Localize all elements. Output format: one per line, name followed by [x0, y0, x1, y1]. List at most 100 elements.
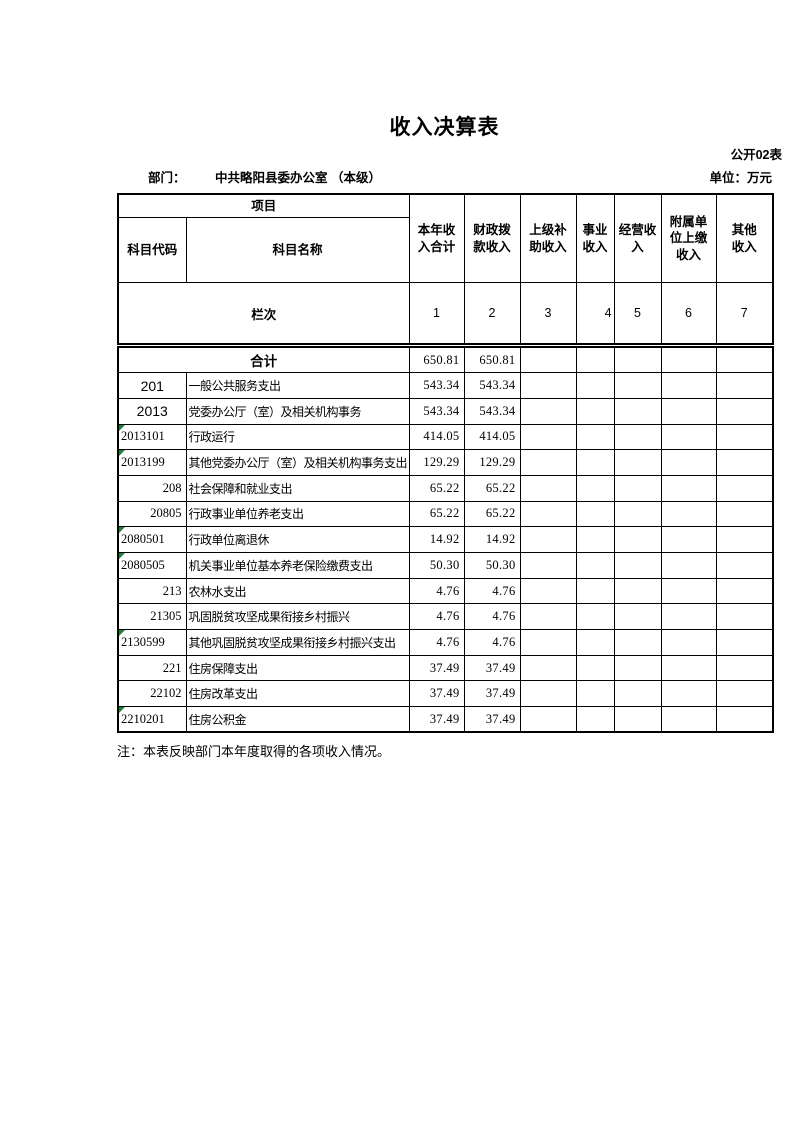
cell-value	[660, 500, 717, 528]
cell-value: 4.76	[463, 629, 521, 656]
column-header-total-income: 本年收入合计	[408, 193, 465, 283]
cell-value: 129.29	[463, 449, 521, 476]
cell-code: 2080501	[117, 526, 187, 553]
cell-value	[613, 654, 662, 682]
column-header-other-income: 其他收入	[715, 193, 774, 283]
cell-value: 543.34	[408, 372, 465, 399]
cell-code: 201	[117, 372, 187, 399]
cell-value: 4.76	[463, 577, 521, 605]
green-corner-flag-icon	[119, 553, 125, 559]
cell-value	[660, 552, 717, 579]
cell-value: 65.22	[408, 474, 465, 502]
cell-value	[715, 629, 774, 656]
cell-code: 20805	[117, 500, 187, 528]
cell-value	[519, 552, 577, 579]
cell-value	[613, 423, 662, 451]
cell-value	[660, 474, 717, 502]
cell-value: 37.49	[408, 706, 465, 733]
cell-value	[575, 474, 615, 502]
cell-value	[519, 474, 577, 502]
table-row: 2210201 住房公积金 37.49 37.49	[117, 706, 774, 733]
cell-value	[613, 706, 662, 733]
cell-value	[660, 680, 717, 708]
cell-value: 650.81	[408, 346, 465, 374]
cell-value	[575, 577, 615, 605]
cell-value	[715, 654, 774, 682]
cell-value: 50.30	[408, 552, 465, 579]
footnote: 注：本表反映部门本年度取得的各项收入情况。	[117, 744, 391, 759]
green-corner-flag-icon	[119, 707, 125, 714]
cell-value	[575, 449, 615, 476]
green-corner-flag-icon	[119, 425, 125, 431]
cell-value: 543.34	[408, 397, 465, 425]
cell-value: 414.05	[408, 423, 465, 451]
table-row: 2013 党委办公厅（室）及相关机构事务 543.34 543.34	[117, 397, 774, 425]
cell-value	[519, 423, 577, 451]
department-value: 中共略阳县委办公室 （本级）	[215, 171, 381, 185]
cell-value	[575, 423, 615, 451]
income-table-body: 合计 650.81 650.81 201 一般公共服务支出 543.34 543.34 201…	[117, 346, 774, 734]
cell-code: 2080505	[117, 552, 187, 579]
cell-value	[519, 629, 577, 656]
cell-value	[575, 526, 615, 553]
cell-value	[519, 500, 577, 528]
cell-code: 21305	[117, 603, 187, 631]
cell-value	[613, 449, 662, 476]
cell-value	[613, 577, 662, 605]
cell-value: 37.49	[463, 680, 521, 708]
cell-value	[519, 372, 577, 399]
cell-value	[715, 552, 774, 579]
cell-name: 社会保障和就业支出	[185, 474, 410, 502]
cell-value: 4.76	[408, 629, 465, 656]
cell-value	[575, 654, 615, 682]
cell-value	[519, 654, 577, 682]
table-row: 21305 巩固脱贫攻坚成果衔接乡村振兴 4.76 4.76	[117, 603, 774, 631]
cell-value	[715, 372, 774, 399]
cell-value: 4.76	[408, 603, 465, 631]
cell-value: 50.30	[463, 552, 521, 579]
cell-value: 543.34	[463, 372, 521, 399]
cell-value: 65.22	[463, 474, 521, 502]
income-table-header: 项目 本年收入合计 财政拨款收入 上级补助收入 事业收入 经营收入 附属单位上缴…	[117, 193, 775, 345]
cell-value	[715, 449, 774, 476]
column-header-superior-subsidy: 上级补助收入	[519, 193, 577, 283]
cell-value	[519, 397, 577, 425]
cell-name: 巩固脱贫攻坚成果衔接乡村振兴	[185, 603, 410, 631]
table-row: 2130599 其他巩固脱贫攻坚成果衔接乡村振兴支出 4.76 4.76	[117, 629, 774, 656]
cell-value	[613, 372, 662, 399]
cell-value	[519, 449, 577, 476]
table-row: 221 住房保障支出 37.49 37.49	[117, 654, 774, 682]
cell-value	[613, 526, 662, 553]
green-corner-flag-icon	[119, 450, 125, 457]
table-row: 2013101 行政运行 414.05 414.05	[117, 423, 774, 451]
table-row: 20805 行政事业单位养老支出 65.22 65.22	[117, 500, 774, 528]
cell-name: 其他党委办公厅（室）及相关机构事务支出	[185, 449, 410, 476]
document-page: 收入决算表 公开02表 部门： 中共略阳县委办公室 （本级） 单位：万元 项目 …	[117, 0, 782, 1122]
cell-name: 机关事业单位基本养老保险缴费支出	[185, 552, 410, 579]
table-row: 2080501 行政单位离退休 14.92 14.92	[117, 526, 774, 553]
lane-number-5: 5	[613, 282, 662, 345]
cell-value: 37.49	[463, 706, 521, 733]
table-row: 208 社会保障和就业支出 65.22 65.22	[117, 474, 774, 502]
cell-value	[660, 397, 717, 425]
cell-value	[715, 346, 774, 374]
cell-value	[715, 680, 774, 708]
cell-value: 37.49	[408, 680, 465, 708]
cell-value	[660, 629, 717, 656]
column-header-business-income: 事业收入	[575, 193, 615, 283]
cell-value	[575, 397, 615, 425]
table-row-total: 合计 650.81 650.81	[117, 346, 774, 374]
table-row: 22102 住房改革支出 37.49 37.49	[117, 680, 774, 708]
cell-value	[575, 603, 615, 631]
cell-value	[575, 372, 615, 399]
cell-name: 住房公积金	[185, 706, 410, 733]
cell-value	[660, 706, 717, 733]
lane-label: 栏次	[117, 282, 410, 345]
table-row: 2013199 其他党委办公厅（室）及相关机构事务支出 129.29 129.29	[117, 449, 774, 476]
table-row: 201 一般公共服务支出 543.34 543.34	[117, 372, 774, 399]
column-header-affiliated-unit-remittance: 附属单位上缴收入	[660, 193, 717, 283]
cell-value	[575, 346, 615, 374]
cell-name: 一般公共服务支出	[185, 372, 410, 399]
cell-code: 2013199	[117, 449, 187, 476]
lane-number-1: 1	[408, 282, 465, 345]
